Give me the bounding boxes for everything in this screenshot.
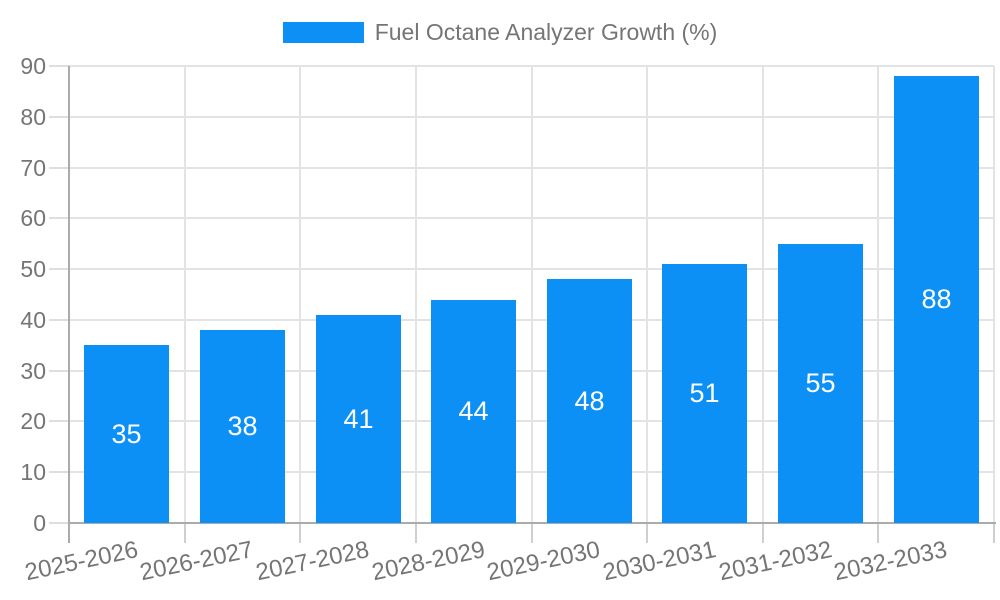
y-tick-label: 0: [33, 510, 46, 536]
x-axis-line: [69, 522, 996, 524]
y-tick-label: 80: [20, 103, 46, 130]
bar[interactable]: 41: [316, 315, 401, 523]
bar-value-label: 55: [805, 368, 836, 398]
y-tick-label: 30: [20, 357, 46, 384]
y-axis-tick: [49, 471, 69, 474]
y-tick-label: 50: [20, 256, 46, 283]
x-axis-tick: [646, 523, 649, 543]
x-axis-tick: [299, 523, 302, 543]
y-axis-tick: [49, 217, 69, 220]
y-axis-line: [68, 66, 70, 543]
bar-value-label: 51: [689, 378, 720, 408]
legend-label: Fuel Octane Analyzer Growth (%): [374, 19, 718, 45]
y-axis-tick: [49, 65, 69, 67]
y-axis-tick: [49, 369, 69, 372]
bar[interactable]: 55: [778, 244, 863, 523]
x-gridline: [183, 66, 186, 523]
x-gridline: [646, 66, 649, 523]
bar[interactable]: 44: [431, 300, 516, 523]
x-gridline: [877, 66, 880, 523]
y-axis-tick: [49, 420, 69, 423]
x-gridline: [761, 66, 764, 523]
bar-value-label: 35: [111, 418, 142, 449]
bar[interactable]: 88: [894, 76, 979, 523]
y-tick-label: 10: [20, 459, 46, 486]
x-gridline: [530, 66, 533, 523]
x-axis-tick: [993, 523, 995, 543]
y-tick-label: 70: [20, 154, 46, 181]
bar[interactable]: 51: [662, 264, 747, 523]
bar-value-label: 44: [458, 396, 489, 426]
x-axis-tick: [414, 523, 417, 543]
bar-value-label: 38: [227, 411, 258, 441]
x-axis-tick: [183, 523, 186, 543]
x-gridline: [414, 66, 417, 523]
bar[interactable]: 38: [200, 330, 285, 523]
y-tick-label: 90: [20, 53, 46, 79]
x-axis-tick: [761, 523, 764, 543]
bar[interactable]: 48: [547, 279, 632, 523]
y-tick-label: 40: [20, 306, 46, 333]
y-axis-tick: [49, 268, 69, 271]
y-tick-label: 60: [20, 205, 46, 232]
y-axis-tick: [49, 318, 69, 321]
bar-value-label: 88: [921, 284, 952, 314]
bar[interactable]: 35: [84, 345, 169, 523]
bar-value-label: 41: [343, 403, 374, 434]
legend[interactable]: Fuel Octane Analyzer Growth (%): [0, 21, 1000, 44]
x-gridline: [299, 66, 302, 523]
x-axis-tick: [530, 523, 533, 543]
y-tick-label: 20: [20, 408, 46, 435]
x-gridline: [993, 66, 995, 523]
legend-swatch: [282, 22, 364, 43]
y-axis-tick: [49, 115, 69, 118]
y-axis-tick: [49, 166, 69, 169]
bar-value-label: 48: [574, 385, 605, 416]
x-axis-tick: [877, 523, 880, 543]
y-axis-tick: [49, 522, 69, 524]
